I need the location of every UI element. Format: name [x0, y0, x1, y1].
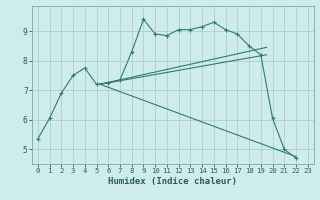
X-axis label: Humidex (Indice chaleur): Humidex (Indice chaleur)	[108, 177, 237, 186]
